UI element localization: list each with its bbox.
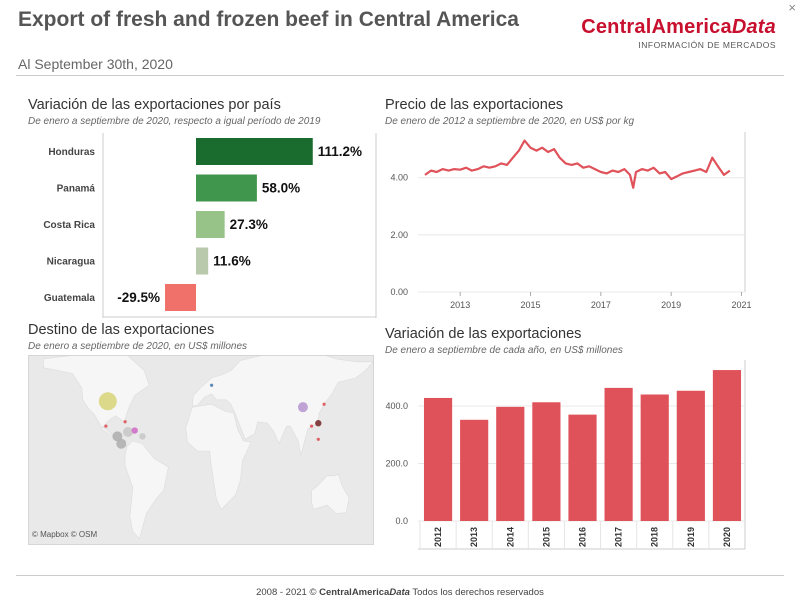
year-y-tick: 200.0: [385, 459, 408, 469]
yearly-variation-subtitle: De enero a septiembre de cada año, en US…: [385, 345, 623, 356]
price-y-tick: 4.00: [390, 173, 408, 183]
year-x-tick: 2014: [505, 527, 515, 547]
map-marker-china: [297, 402, 308, 413]
map-attribution[interactable]: © Mapbox © OSM: [32, 530, 98, 539]
year-x-tick: 2016: [578, 527, 588, 547]
price-x-tick: 2019: [661, 300, 681, 310]
close-icon[interactable]: ×: [788, 0, 796, 15]
price-x-tick: 2021: [731, 300, 751, 310]
year-y-tick: 0.0: [395, 516, 408, 526]
landmass: [124, 440, 169, 540]
year-bar: [568, 414, 597, 521]
year-bar: [496, 406, 525, 521]
price-x-tick: 2015: [521, 300, 541, 310]
brand-name: CentralAmerica: [581, 16, 732, 38]
map-marker-caribbean-3: [139, 433, 146, 440]
country-label: Guatemala: [44, 293, 96, 304]
price-y-tick: 2.00: [390, 230, 408, 240]
page-title: Export of fresh and frozen beef in Centr…: [18, 8, 519, 31]
year-bar: [423, 397, 453, 521]
footer-rights: Todos los derechos reservados: [409, 587, 544, 598]
variation-country-title: Variación de las exportaciones por país: [28, 97, 281, 113]
map-marker-caribbean-1: [122, 427, 133, 437]
map-marker-hongkong: [309, 424, 314, 428]
year-x-tick: 2017: [614, 527, 624, 547]
price-x-tick: 2017: [591, 300, 611, 310]
landmass: [311, 474, 350, 515]
country-bar: [196, 247, 209, 275]
map-marker-usa: [98, 392, 117, 411]
year-bar: [712, 370, 742, 521]
year-x-tick: 2018: [650, 527, 660, 547]
destination-map[interactable]: [28, 355, 374, 545]
price-line-chart: 0.00 2.00 4.00 2013 2015 2017 2019 2021: [390, 132, 751, 310]
yearly-bar-chart: 0.0 200.0 400.0 2012 2013 2014 2015 2016 2017 201…: [385, 360, 746, 550]
variation-country-subtitle: De enero a septiembre de 2020, respecto …: [28, 116, 321, 127]
footer: 2008 - 2021 © CentralAmericaData Todos l…: [0, 587, 800, 598]
price-y-tick: 0.00: [390, 287, 408, 297]
yearly-variation-title: Variación de las exportaciones: [385, 326, 582, 342]
year-bar: [676, 390, 705, 521]
world-map[interactable]: [29, 356, 374, 545]
year-bar: [604, 387, 633, 521]
price-title: Precio de las exportaciones: [385, 97, 564, 113]
brand-tagline: INFORMACIÓN DE MERCADOS: [638, 40, 776, 50]
country-value-label: 58.0%: [262, 181, 300, 196]
map-marker-mexico: [104, 424, 108, 428]
map-marker-philippines: [316, 437, 320, 441]
country-label: Panamá: [57, 184, 96, 195]
map-marker-gulf: [123, 420, 127, 424]
page-subtitle: Al September 30th, 2020: [18, 56, 173, 72]
country-bar: [196, 174, 257, 202]
brand-logo[interactable]: CentralAmericaData INFORMACIÓN DE MERCAD…: [581, 16, 776, 50]
year-bar: [532, 402, 561, 521]
price-subtitle: De enero de 2012 a septiembre de 2020, e…: [385, 116, 635, 127]
map-marker-korea: [322, 402, 326, 406]
year-y-tick: 400.0: [385, 401, 408, 411]
price-series-line: [424, 139, 731, 189]
country-label: Nicaragua: [47, 257, 96, 268]
landmass: [185, 403, 252, 511]
country-value-label: 111.2%: [318, 144, 362, 159]
footer-divider: [16, 575, 784, 576]
map-marker-caribbean-2: [131, 427, 138, 434]
map-marker-central-america-2: [116, 438, 127, 449]
country-value-label: 11.6%: [213, 254, 251, 269]
map-marker-taiwan: [315, 420, 322, 427]
year-x-tick: 2019: [686, 527, 696, 547]
price-x-tick: 2013: [450, 300, 470, 310]
footer-brand[interactable]: CentralAmericaData: [319, 587, 410, 598]
destination-title: Destino de las exportaciones: [28, 322, 215, 338]
year-bar: [640, 394, 669, 521]
year-x-tick: 2020: [722, 527, 732, 547]
header-divider: [16, 75, 784, 76]
map-marker-europe: [210, 383, 214, 387]
country-value-label: -29.5%: [117, 290, 160, 305]
destination-subtitle: De enero a septiembre de 2020, en US$ mi…: [28, 341, 248, 352]
footer-copyright: 2008 - 2021 ©: [256, 587, 320, 598]
country-bar: [196, 138, 313, 165]
country-label: Costa Rica: [43, 220, 95, 231]
year-x-tick: 2012: [433, 527, 443, 547]
country-value-label: 27.3%: [230, 217, 268, 232]
year-x-tick: 2013: [469, 527, 479, 547]
year-bar: [460, 419, 489, 521]
country-bar: [165, 284, 196, 311]
brand-name-italic: Data: [731, 16, 776, 38]
country-bar: [196, 211, 225, 238]
year-x-tick: 2015: [541, 527, 551, 547]
country-variation-chart: Honduras 111.2% Panamá 58.0% Costa Rica 27.3%…: [43, 133, 377, 318]
country-label: Honduras: [48, 147, 95, 158]
